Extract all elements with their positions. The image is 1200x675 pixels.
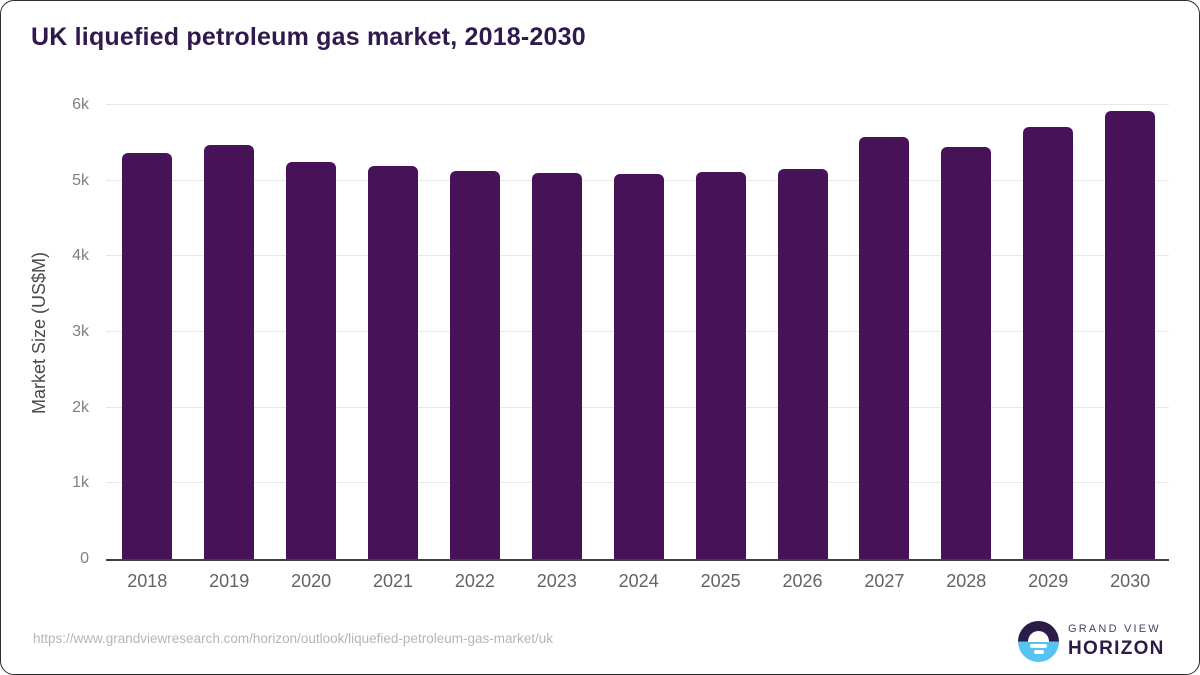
bar-2029[interactable] bbox=[1023, 127, 1074, 559]
bar-2025[interactable] bbox=[695, 171, 746, 559]
logo-brand-name: GRAND VIEW bbox=[1068, 623, 1161, 635]
bar-2021[interactable] bbox=[368, 166, 418, 559]
y-axis-label-6k: 6k bbox=[72, 96, 89, 113]
gridline-6k bbox=[106, 104, 1169, 105]
bar-2026[interactable] bbox=[777, 169, 828, 559]
x-axis-label-2026: 2026 bbox=[782, 571, 823, 591]
bar-2030[interactable] bbox=[1105, 111, 1156, 559]
x-axis-label-2028: 2028 bbox=[946, 571, 987, 591]
logo-product-name: HORIZON bbox=[1068, 638, 1165, 659]
y-axis-label-3k: 3k bbox=[72, 323, 89, 340]
x-axis-tick-labels: 2018 2019 2020 2021 2022 2023 2024 2025 2026 2027… bbox=[1, 571, 1199, 601]
x-axis-label-2021: 2021 bbox=[372, 571, 414, 591]
x-axis-label-2020: 2020 bbox=[291, 571, 332, 591]
bar-2027[interactable] bbox=[859, 136, 910, 559]
x-axis-label-2024: 2024 bbox=[618, 571, 659, 591]
bar-2020[interactable] bbox=[286, 161, 337, 559]
y-axis-label-5k: 5k bbox=[72, 171, 89, 189]
x-axis-label-2025: 2025 bbox=[700, 571, 741, 591]
bar-2024[interactable] bbox=[613, 173, 664, 559]
y-axis-label-0: 0 bbox=[80, 550, 89, 567]
x-axis-label-2022: 2022 bbox=[454, 571, 495, 591]
bar-2022[interactable] bbox=[449, 171, 500, 559]
x-axis-label-2030: 2030 bbox=[1110, 571, 1151, 591]
bar-2019[interactable] bbox=[204, 145, 255, 559]
logo-reflection-bar bbox=[1030, 644, 1047, 648]
source-url: https://www.grandviewresearch.com/horizo… bbox=[33, 631, 553, 646]
y-axis-tick-labels: 0 1k 2k 3k 4k 5k 6k bbox=[1, 96, 89, 567]
x-axis-label-2029: 2029 bbox=[1028, 571, 1069, 591]
y-axis-label-2k: 2k bbox=[72, 398, 89, 416]
bar-2018[interactable] bbox=[122, 153, 173, 559]
grand-view-horizon-logo: GRAND VIEW HORIZON bbox=[1017, 620, 1177, 664]
y-axis-label-1k: 1k bbox=[72, 474, 89, 492]
chart-title: UK liquefied petroleum gas market, 2018-… bbox=[31, 23, 586, 51]
bar-2028[interactable] bbox=[941, 146, 992, 559]
logo-sun-dome bbox=[1028, 630, 1049, 642]
x-axis-label-2023: 2023 bbox=[536, 571, 577, 591]
x-axis-label-2018: 2018 bbox=[127, 571, 168, 591]
y-axis-label-4k: 4k bbox=[72, 247, 89, 265]
logo-text: GRAND VIEW HORIZON bbox=[1068, 623, 1165, 660]
grand-view-horizon-logo-icon bbox=[1018, 621, 1059, 662]
bar-2023[interactable] bbox=[531, 173, 582, 559]
logo-reflection-bar bbox=[1033, 650, 1044, 654]
x-axis-label-2027: 2027 bbox=[864, 571, 905, 591]
x-axis-label-2019: 2019 bbox=[209, 571, 250, 591]
bar-chart-plot-area bbox=[106, 104, 1169, 561]
